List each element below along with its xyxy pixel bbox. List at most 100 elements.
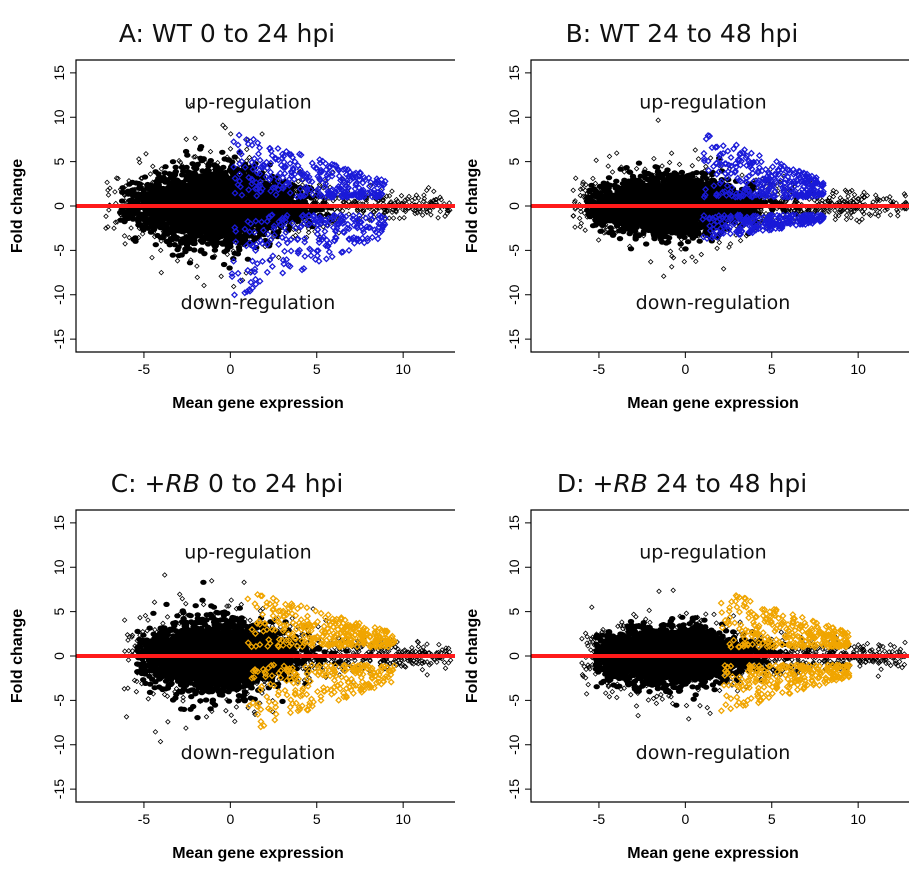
data-point <box>195 275 199 279</box>
data-point <box>104 214 108 218</box>
data-point <box>198 247 204 252</box>
data-point <box>159 178 165 183</box>
data-point <box>251 208 257 213</box>
data-point <box>255 261 260 266</box>
data-point <box>134 199 140 204</box>
data-point <box>208 149 212 153</box>
chart-title-part: B: WT 24 to 48 hpi <box>566 19 799 48</box>
x-tick-label: 5 <box>313 361 321 377</box>
chart-title-part: A: WT 0 to 24 hpi <box>119 19 335 48</box>
point-layer <box>571 118 909 278</box>
data-point <box>193 136 197 140</box>
data-point <box>245 147 249 151</box>
data-point <box>190 223 196 228</box>
data-point <box>159 248 163 252</box>
data-point <box>280 270 285 275</box>
data-point <box>232 284 236 288</box>
data-point <box>191 174 197 179</box>
data-point <box>112 226 116 230</box>
y-axis-label: Fold change <box>9 159 26 253</box>
data-point <box>327 249 332 254</box>
data-point <box>195 264 199 268</box>
data-point <box>221 262 227 267</box>
data-point <box>105 180 109 184</box>
data-point <box>209 239 215 244</box>
data-point <box>129 226 133 230</box>
data-point <box>322 229 327 234</box>
data-point <box>229 132 233 136</box>
data-point <box>260 259 265 264</box>
data-point <box>282 249 287 254</box>
data-point <box>402 216 406 220</box>
annotation-up-regulation: up-regulation <box>184 91 311 113</box>
y-tick-label: 5 <box>51 158 67 166</box>
data-point <box>425 188 429 192</box>
data-point <box>277 255 281 259</box>
data-point <box>426 186 430 190</box>
data-point <box>330 254 335 259</box>
data-point <box>302 254 307 259</box>
data-point <box>212 244 218 249</box>
data-point <box>265 270 270 275</box>
data-point <box>275 146 280 151</box>
data-point <box>236 142 241 147</box>
data-point <box>172 185 178 190</box>
data-point <box>198 186 204 191</box>
data-point <box>247 155 251 159</box>
data-point <box>236 247 242 252</box>
data-point <box>148 172 152 176</box>
data-point <box>436 216 440 220</box>
y-tick-label: -5 <box>51 244 67 257</box>
data-point <box>175 259 179 263</box>
data-point <box>183 149 189 154</box>
data-point <box>128 207 134 212</box>
data-point <box>323 161 328 166</box>
data-point <box>209 180 215 185</box>
data-point <box>399 194 403 198</box>
data-point <box>184 137 188 141</box>
data-point <box>106 193 110 197</box>
data-point <box>179 252 185 257</box>
data-point <box>429 213 433 217</box>
data-point <box>255 199 261 204</box>
data-point <box>219 150 225 155</box>
data-point <box>190 241 196 246</box>
data-point <box>198 144 204 149</box>
x-tick-label: 0 <box>226 361 234 377</box>
data-point <box>308 253 313 258</box>
data-point <box>397 216 401 220</box>
data-point <box>223 221 229 226</box>
data-point <box>122 234 126 238</box>
y-tick-label: 0 <box>51 202 67 210</box>
data-point <box>170 175 176 180</box>
data-point <box>260 132 264 136</box>
data-point <box>153 242 159 247</box>
data-point <box>183 227 189 232</box>
data-point <box>231 139 236 144</box>
data-point <box>236 271 241 276</box>
annotation-down-regulation: down-regulation <box>181 292 336 314</box>
data-point <box>324 256 329 261</box>
data-point <box>222 212 228 217</box>
data-point <box>170 159 176 164</box>
x-tick-label: 10 <box>395 361 411 377</box>
data-point <box>113 190 117 194</box>
data-point <box>228 147 232 151</box>
x-tick-label: -5 <box>138 361 151 377</box>
data-point <box>144 152 148 156</box>
data-point <box>151 164 155 168</box>
data-point <box>251 137 256 142</box>
data-point <box>197 156 203 161</box>
data-point <box>276 242 281 247</box>
data-point <box>205 225 211 230</box>
data-point <box>202 283 206 287</box>
data-point <box>172 242 178 247</box>
y-tick-label: -10 <box>51 284 67 304</box>
data-point <box>217 230 223 235</box>
data-point <box>237 133 242 138</box>
y-tick-label: 15 <box>51 65 67 81</box>
data-point <box>289 248 294 253</box>
